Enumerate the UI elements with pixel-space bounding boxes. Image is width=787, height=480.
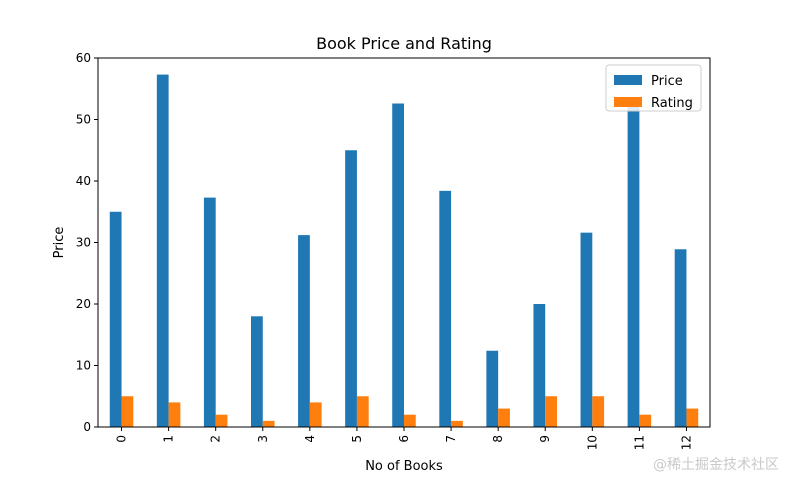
y-tick-label: 40 <box>76 174 91 188</box>
bar-rating-7 <box>451 420 463 427</box>
bar-price-12 <box>674 249 687 427</box>
y-tick-label: 20 <box>76 297 91 311</box>
watermark: @稀土掘金技术社区 <box>653 457 779 473</box>
bar-price-10 <box>580 232 593 427</box>
legend-swatch-price <box>614 75 642 85</box>
x-tick-label: 3 <box>256 435 270 443</box>
bar-price-1 <box>156 74 169 427</box>
bar-rating-11 <box>639 414 652 427</box>
legend-swatch-rating <box>614 97 642 107</box>
bar-rating-5 <box>356 396 369 427</box>
y-tick-label: 30 <box>76 236 91 250</box>
bar-rating-6 <box>404 414 416 427</box>
bar-price-6 <box>392 103 404 427</box>
x-axis-label: No of Books <box>365 459 443 474</box>
x-tick-label: 0 <box>115 435 129 443</box>
bar-rating-12 <box>686 408 699 427</box>
x-tick-label: 1 <box>162 435 176 443</box>
x-tick-label: 6 <box>397 435 411 443</box>
x-tick-label: 11 <box>632 435 646 450</box>
x-axis-ticks: 0 1 2 3 4 5 6 7 8 9 10 11 12 <box>115 427 693 450</box>
bars-group <box>109 74 699 427</box>
bar-rating-3 <box>262 420 275 427</box>
bar-price-4 <box>298 235 310 427</box>
y-axis-label: Price <box>52 227 67 259</box>
bar-rating-8 <box>498 408 510 427</box>
bar-rating-4 <box>309 402 322 427</box>
y-tick-label: 60 <box>76 51 91 65</box>
legend-label-price: Price <box>651 74 683 89</box>
bar-rating-2 <box>215 414 228 427</box>
y-axis-ticks: 0 10 20 30 40 50 60 <box>76 51 98 434</box>
bar-price-11 <box>627 97 640 427</box>
bar-rating-9 <box>545 396 557 427</box>
chart-title: Book Price and Rating <box>316 34 492 53</box>
bar-rating-0 <box>121 396 134 427</box>
y-tick-label: 0 <box>83 420 91 434</box>
x-tick-label: 9 <box>538 435 552 443</box>
bar-price-0 <box>109 211 122 427</box>
bar-price-7 <box>439 190 452 427</box>
bar-price-5 <box>345 150 357 427</box>
x-tick-label: 8 <box>491 435 505 443</box>
bar-rating-10 <box>592 396 605 427</box>
x-tick-label: 5 <box>350 435 364 443</box>
x-tick-label: 2 <box>209 435 223 443</box>
x-tick-label: 10 <box>585 435 599 450</box>
bar-price-9 <box>533 304 546 427</box>
y-tick-label: 10 <box>76 359 91 373</box>
legend-label-rating: Rating <box>651 96 693 111</box>
bar-price-3 <box>251 316 263 427</box>
x-tick-label: 12 <box>679 435 693 450</box>
legend: Price Rating <box>605 64 702 112</box>
bar-rating-1 <box>168 402 181 427</box>
plot-frame <box>97 57 711 428</box>
x-tick-label: 7 <box>444 435 458 443</box>
bar-price-2 <box>203 197 216 427</box>
x-tick-label: 4 <box>303 435 317 443</box>
y-tick-label: 50 <box>76 113 91 127</box>
bar-price-8 <box>486 350 499 427</box>
